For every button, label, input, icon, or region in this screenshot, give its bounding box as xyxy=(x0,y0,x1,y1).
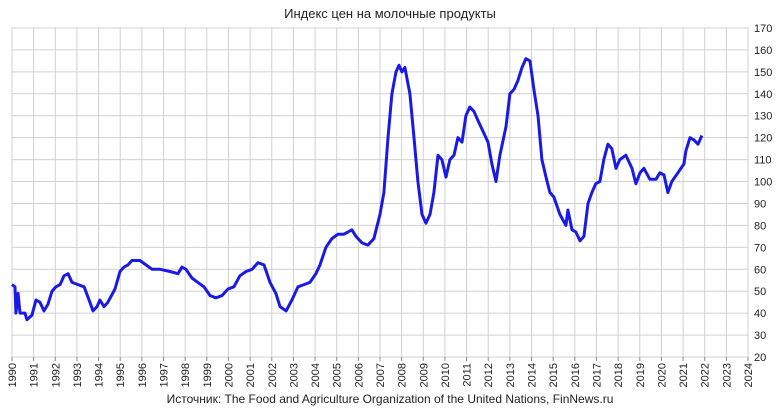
x-tick-label: 2010 xyxy=(440,363,452,387)
y-tick-label: 110 xyxy=(754,155,772,167)
y-tick-label: 20 xyxy=(754,352,766,364)
x-tick-label: 1996 xyxy=(137,363,149,387)
x-tick-label: 2008 xyxy=(397,363,409,387)
x-tick-label: 1993 xyxy=(72,363,84,387)
y-tick-label: 170 xyxy=(754,23,772,35)
x-tick-label: 2023 xyxy=(721,363,733,387)
x-tick-label: 2009 xyxy=(418,363,430,387)
y-tick-label: 130 xyxy=(754,111,772,123)
y-tick-label: 150 xyxy=(754,67,772,79)
x-tick-label: 2016 xyxy=(570,363,582,387)
x-tick-label: 2002 xyxy=(267,363,279,387)
x-tick-label: 2005 xyxy=(332,363,344,387)
y-tick-label: 80 xyxy=(754,220,766,232)
x-tick-label: 1991 xyxy=(29,363,41,387)
x-tick-label: 2000 xyxy=(223,363,235,387)
x-tick-label: 2001 xyxy=(245,363,257,387)
x-tick-label: 1997 xyxy=(159,363,171,387)
y-tick-label: 30 xyxy=(754,330,766,342)
x-tick-label: 2019 xyxy=(635,363,647,387)
x-tick-label: 1998 xyxy=(180,363,192,387)
x-tick-label: 1995 xyxy=(115,363,127,387)
x-tick-label: 2011 xyxy=(462,363,474,387)
x-tick-label: 2007 xyxy=(375,363,387,387)
y-tick-label: 160 xyxy=(754,45,772,57)
x-tick-label: 1990 xyxy=(7,363,19,387)
x-tick-label: 2017 xyxy=(591,363,603,387)
x-tick-label: 1999 xyxy=(202,363,214,387)
x-tick-label: 1994 xyxy=(94,363,106,387)
y-tick-label: 90 xyxy=(754,198,766,210)
x-tick-label: 2004 xyxy=(310,363,322,387)
x-tick-label: 2014 xyxy=(527,363,539,387)
x-tick-label: 2021 xyxy=(678,363,690,387)
source-note: Источник: The Food and Agriculture Organ… xyxy=(167,392,614,406)
x-tick-label: 1992 xyxy=(50,363,62,387)
x-tick-label: 2020 xyxy=(656,363,668,387)
y-tick-label: 40 xyxy=(754,308,766,320)
x-tick-label: 2018 xyxy=(613,363,625,387)
x-tick-label: 2015 xyxy=(548,363,560,387)
x-tick-label: 2022 xyxy=(700,363,712,387)
y-tick-label: 100 xyxy=(754,177,772,189)
x-tick-label: 2003 xyxy=(288,363,300,387)
y-tick-label: 120 xyxy=(754,133,772,145)
x-tick-label: 2012 xyxy=(483,363,495,387)
data-line xyxy=(11,57,704,322)
y-tick-label: 140 xyxy=(754,89,772,101)
x-tick-label: 2013 xyxy=(505,363,517,387)
x-tick-label: 2006 xyxy=(353,363,365,387)
y-tick-label: 60 xyxy=(754,264,766,276)
y-tick-label: 50 xyxy=(754,286,766,298)
y-tick-label: 70 xyxy=(754,242,766,254)
x-tick-label: 2024 xyxy=(743,363,755,387)
chart-title: Индекс цен на молочные продукты xyxy=(284,6,496,21)
